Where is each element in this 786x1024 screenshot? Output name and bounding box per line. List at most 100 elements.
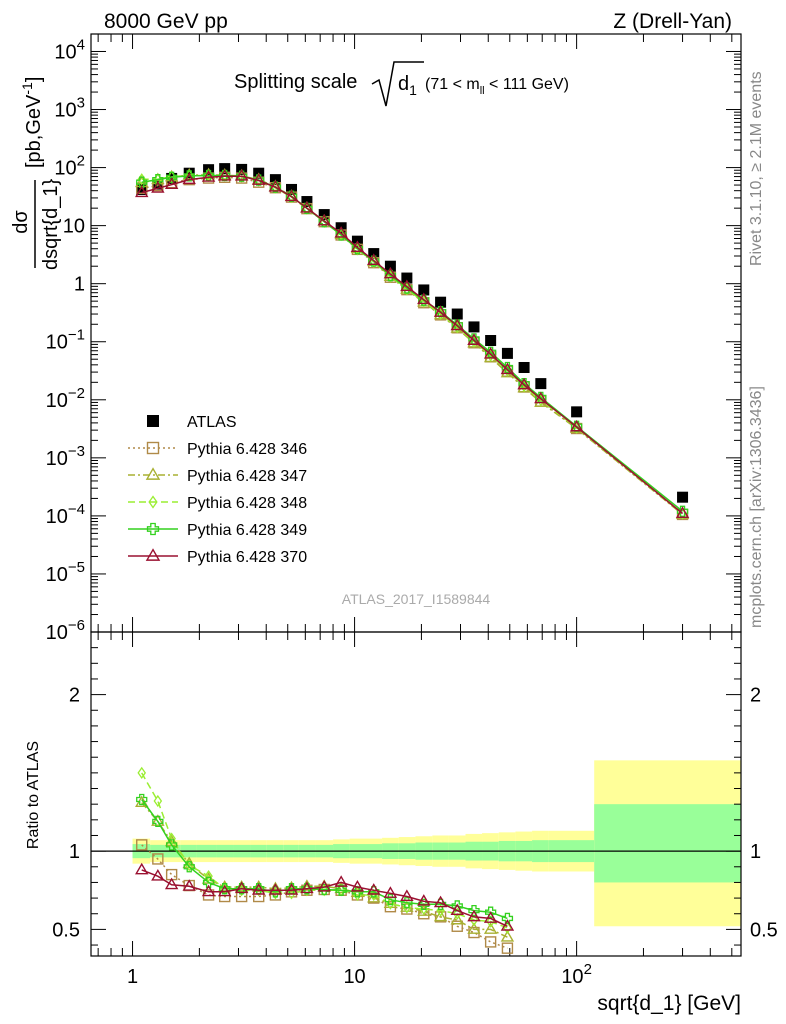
legend-label: Pythia 6.428 348 bbox=[187, 495, 307, 512]
data-point-p370 bbox=[450, 318, 464, 331]
data-point-atlas bbox=[418, 284, 430, 296]
ratio-point-p370 bbox=[234, 881, 249, 894]
data-point-p370 bbox=[383, 266, 398, 279]
series-line-p370 bbox=[141, 175, 684, 515]
data-point-p349 bbox=[136, 176, 148, 188]
ratio-point-p370 bbox=[350, 879, 365, 892]
series-p348 bbox=[137, 169, 687, 520]
series-p370 bbox=[135, 169, 690, 518]
ratio-line-p347 bbox=[141, 802, 508, 938]
y-tick-label: 10−5 bbox=[46, 559, 85, 586]
data-point-p349 bbox=[384, 269, 397, 282]
legend-label: Pythia 6.428 349 bbox=[187, 522, 307, 539]
data-point-p370 bbox=[500, 362, 515, 375]
ratio-point-p370 bbox=[367, 883, 381, 895]
data-point-p370 bbox=[400, 279, 414, 292]
ratio-point-p349 bbox=[335, 884, 347, 896]
y-tick-label: 10−1 bbox=[46, 327, 85, 354]
data-point-p370 bbox=[433, 305, 448, 317]
data-point-p349 bbox=[335, 229, 347, 241]
series-line-p348 bbox=[141, 174, 684, 515]
legend-entry-p348: Pythia 6.428 348 bbox=[128, 495, 307, 512]
header-right: Z (Drell-Yan) bbox=[613, 10, 732, 33]
legend-marker-p370 bbox=[145, 548, 161, 561]
legend-marker-atlas bbox=[147, 415, 159, 427]
ratio-point-p370 bbox=[317, 879, 331, 892]
data-point-p370 bbox=[201, 170, 216, 182]
ratio-point-p370 bbox=[164, 877, 179, 890]
data-point-p370 bbox=[417, 292, 431, 305]
ratio-point-p346 bbox=[501, 942, 514, 954]
legend-entry-p349: Pythia 6.428 349 bbox=[128, 522, 307, 539]
y-tick-label: 1 bbox=[74, 274, 85, 296]
series-line-p347 bbox=[141, 174, 684, 515]
data-point-p370 bbox=[135, 185, 149, 198]
legend-marker-p347 bbox=[145, 467, 161, 480]
y-tick-label: 104 bbox=[54, 36, 85, 63]
data-point-p349 bbox=[401, 282, 413, 294]
data-point-p370 bbox=[350, 240, 365, 252]
ratio-point-p370 bbox=[400, 889, 414, 901]
y-tick-label: 102 bbox=[54, 153, 85, 180]
legend-label: Pythia 6.428 370 bbox=[187, 549, 307, 566]
data-point-p370 bbox=[483, 347, 498, 359]
ratio-tick-label-right: 1 bbox=[750, 841, 761, 863]
data-point-p370 bbox=[164, 177, 179, 190]
data-point-p370 bbox=[300, 201, 314, 213]
ratio-frame bbox=[90, 631, 742, 957]
data-point-p348 bbox=[452, 321, 462, 334]
ratio-point-p349 bbox=[165, 839, 178, 851]
x-tick-label: 102 bbox=[561, 961, 592, 988]
ratio-point-p370 bbox=[201, 884, 216, 897]
ratio-point-p370 bbox=[433, 895, 448, 908]
data-point-p370 bbox=[317, 213, 331, 226]
ratio-panel: 2 2 1 1 0.5 0.5 1 10 102 Ratio to ATLAS sqrt{d_1} … bbox=[25, 631, 778, 1015]
title-root-arg: d1 bbox=[398, 73, 417, 98]
data-point-p349 bbox=[183, 170, 195, 182]
data-point-atlas bbox=[535, 378, 547, 390]
data-point-p370 bbox=[675, 506, 690, 518]
ratio-point-p347 bbox=[433, 909, 448, 922]
data-point-p370 bbox=[367, 253, 381, 266]
ratio-series-p370 bbox=[135, 862, 515, 931]
ratio-point-p348 bbox=[137, 766, 147, 780]
ratio-tick-label-right: 2 bbox=[750, 685, 761, 707]
ratio-series bbox=[135, 766, 515, 954]
ratio-point-p347 bbox=[450, 912, 464, 925]
ratio-point-p370 bbox=[334, 875, 348, 887]
ratio-axis-ticks: 2 2 1 1 0.5 0.5 bbox=[52, 647, 778, 946]
ratio-point-p370 bbox=[467, 909, 481, 922]
title-mass-range: (71 < mll < 111 GeV) bbox=[425, 76, 569, 97]
data-point-atlas bbox=[501, 347, 513, 359]
main-panel: 10410310210110−110−210−310−410−510−6Spli… bbox=[10, 33, 742, 644]
ratio-line-p370 bbox=[141, 869, 508, 927]
legend-entry-p370: Pythia 6.428 370 bbox=[128, 548, 307, 566]
x-axis-ticks bbox=[97, 632, 733, 956]
legend-marker-p346 bbox=[146, 441, 160, 455]
y-tick-label: 10−3 bbox=[46, 443, 85, 470]
ratio-point-p349 bbox=[219, 883, 231, 895]
series-line-p346 bbox=[141, 176, 684, 515]
rivet-label: Rivet 3.1.10, ≥ 2.1M events bbox=[748, 71, 765, 266]
data-point-p348 bbox=[436, 307, 445, 321]
plot-title: Splitting scale bbox=[234, 71, 357, 93]
ratio-point-p370 bbox=[483, 911, 498, 923]
mcplots-label: mcplots.cern.ch [arXiv:1306.3436] bbox=[748, 386, 765, 628]
data-point-atlas bbox=[468, 321, 480, 333]
legend-marker-p348 bbox=[148, 495, 158, 509]
ratio-tick-label: 2 bbox=[69, 685, 80, 707]
data-point-atlas bbox=[384, 260, 396, 272]
legend-label: ATLAS bbox=[187, 414, 237, 431]
ratio-point-p370 bbox=[417, 894, 431, 906]
data-point-atlas bbox=[435, 296, 447, 308]
ratio-point-p370 bbox=[300, 881, 314, 894]
sqrt-sign bbox=[371, 61, 424, 107]
ratio-point-p346 bbox=[451, 920, 463, 932]
x-axis-label: sqrt{d_1} [GeV] bbox=[597, 992, 741, 1015]
data-point-p370 bbox=[284, 189, 299, 202]
data-point-p348 bbox=[369, 255, 379, 269]
data-point-p370 bbox=[251, 173, 266, 185]
ratio-point-p370 bbox=[450, 903, 464, 916]
